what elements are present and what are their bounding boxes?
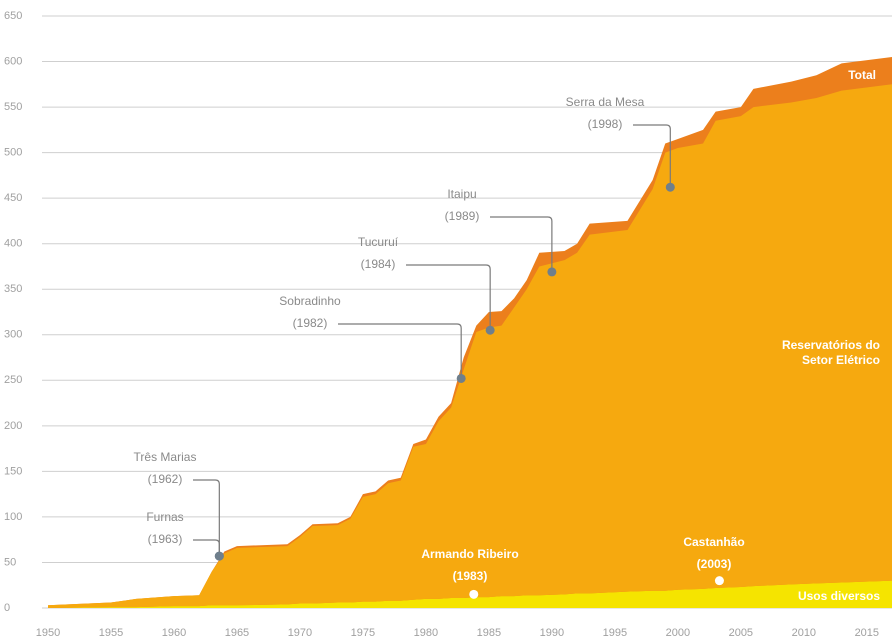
annotation-point <box>714 576 724 586</box>
y-tick-label: 600 <box>4 55 22 67</box>
x-tick-label: 2000 <box>666 627 690 639</box>
annotation-year: (1982) <box>293 316 328 330</box>
annotation-point <box>547 267 557 277</box>
annotation-year: (1962) <box>148 472 183 486</box>
x-tick-label: 1955 <box>99 627 123 639</box>
annotation-connector <box>490 216 553 272</box>
series-label: Total <box>848 68 876 82</box>
annotation-label: Tucuruí <box>358 235 399 249</box>
y-tick-label: 0 <box>4 602 10 614</box>
annotation-connector <box>406 264 491 331</box>
x-tick-label: 1960 <box>162 627 186 639</box>
x-tick-label: 1970 <box>288 627 312 639</box>
series-label: Reservatórios do Setor Elétrico <box>781 338 880 367</box>
series-label: Usos diversos <box>797 589 880 603</box>
y-tick-label: 350 <box>4 283 22 295</box>
annotation-year: (1998) <box>588 117 623 131</box>
x-tick-label: 1965 <box>225 627 249 639</box>
x-tick-label: 2005 <box>729 627 753 639</box>
annotation-label: Três Marias <box>134 450 197 464</box>
x-tick-label: 1985 <box>477 627 501 639</box>
annotation-point <box>456 373 466 383</box>
annotation-label: Furnas <box>146 510 183 524</box>
x-tick-label: 1950 <box>36 627 60 639</box>
y-tick-label: 450 <box>4 192 22 204</box>
annotation-label: Castanhão <box>683 535 744 549</box>
x-tick-label: 1990 <box>540 627 564 639</box>
y-tick-label: 650 <box>4 10 22 22</box>
annotation-label: Armando Ribeiro <box>421 547 518 561</box>
annotation-point <box>665 182 675 192</box>
annotation-label: Serra da Mesa <box>566 95 645 109</box>
annotation-year: (2003) <box>697 557 732 571</box>
y-tick-label: 150 <box>4 465 22 477</box>
annotation-year: (1984) <box>361 257 396 271</box>
annotation-point <box>469 589 479 599</box>
y-tick-label: 400 <box>4 238 22 250</box>
x-tick-label: 2010 <box>792 627 816 639</box>
y-tick-label: 300 <box>4 329 22 341</box>
annotation-point <box>485 325 495 335</box>
x-tick-label: 1975 <box>351 627 375 639</box>
annotation-connector <box>193 539 220 557</box>
annotation-year: (1983) <box>453 569 488 583</box>
annotation-connector <box>338 323 462 379</box>
annotation-label: Sobradinho <box>279 294 341 308</box>
y-tick-label: 550 <box>4 101 22 113</box>
x-tick-label: 2015 <box>855 627 879 639</box>
x-tick-label: 1995 <box>603 627 627 639</box>
annotation-connector <box>193 479 220 557</box>
y-tick-label: 500 <box>4 147 22 159</box>
y-tick-label: 50 <box>4 556 16 568</box>
annotation-connector <box>633 124 671 188</box>
y-tick-label: 250 <box>4 374 22 386</box>
y-tick-label: 200 <box>4 420 22 432</box>
annotation-label: Itaipu <box>447 187 476 201</box>
annotation-year: (1989) <box>445 209 480 223</box>
x-tick-label: 1980 <box>414 627 438 639</box>
area <box>48 84 892 609</box>
annotation-year: (1963) <box>148 532 183 546</box>
area <box>48 580 892 608</box>
annotation-point <box>214 551 224 561</box>
y-tick-label: 100 <box>4 511 22 523</box>
